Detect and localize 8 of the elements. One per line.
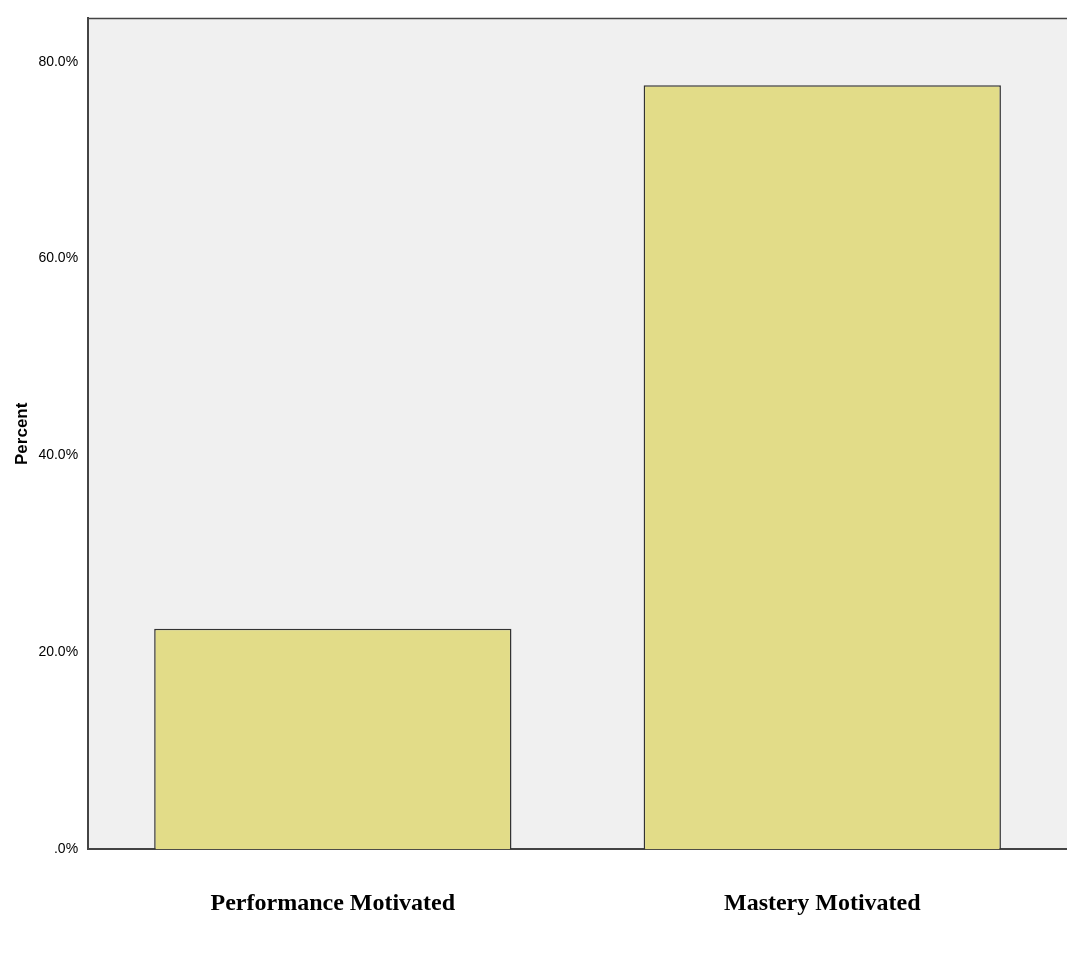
y-tick-label: 80.0%	[38, 52, 79, 69]
x-tick-label: Performance Motivated	[210, 888, 456, 915]
y-tick-label: 40.0%	[38, 446, 79, 463]
x-tick-label: Mastery Motivated	[723, 888, 922, 915]
y-axis-title: Percent	[11, 402, 31, 465]
y-tick-label: .0%	[53, 840, 79, 857]
y-tick-label: 20.0%	[38, 643, 79, 660]
y-tick-label: 60.0%	[38, 249, 79, 266]
